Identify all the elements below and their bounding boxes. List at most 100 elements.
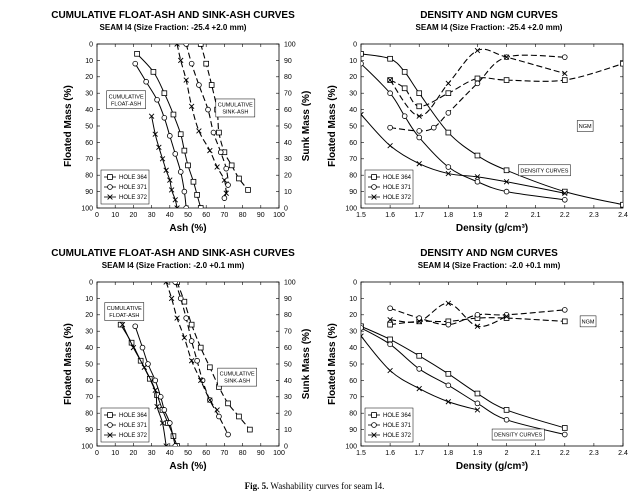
legend-label: HOLE 364 <box>119 413 148 419</box>
data-point-float-hole-371 <box>181 188 188 195</box>
data-point-float-hole-372 <box>168 187 175 193</box>
data-point-ngm-hole-364 <box>401 85 408 92</box>
y-tick-label: 40 <box>349 107 357 114</box>
data-point-float-hole-364 <box>181 147 188 154</box>
data-point-density-hole-371 <box>387 90 393 96</box>
x-tick-label: 1.9 <box>473 450 483 457</box>
legend-marker <box>107 432 113 438</box>
legend-label: HOLE 364 <box>383 175 412 181</box>
data-point-ngm-hole-371 <box>430 124 437 131</box>
data-point-density-hole-364 <box>387 55 393 62</box>
data-point-float-hole-372 <box>174 205 180 208</box>
x-tick-label: 10 <box>111 212 119 219</box>
annotation-box <box>491 428 545 441</box>
data-point-float-hole-372 <box>159 420 166 426</box>
legend-marker <box>107 422 113 428</box>
annotation-text: SINK-ASH <box>222 109 248 115</box>
legend-marker <box>107 184 113 190</box>
y-tick-label: 40 <box>85 345 93 352</box>
chart-title: CUMULATIVE FLOAT-ASH AND SINK-ASH CURVES <box>51 10 295 21</box>
data-point-sink-hole-371 <box>183 315 189 321</box>
data-point-ngm-hole-371 <box>561 54 568 60</box>
y2-tick-label: 50 <box>284 361 292 368</box>
x-tick-label: 30 <box>148 450 156 457</box>
data-point-sink-hole-371 <box>194 357 200 364</box>
data-point-density-hole-364 <box>416 90 423 97</box>
data-point-ngm-hole-371 <box>474 80 481 87</box>
x-tick-label: 40 <box>166 450 174 457</box>
data-point-sink-hole-372 <box>174 44 180 47</box>
data-point-density-hole-371 <box>474 178 481 185</box>
y-tick-label: 10 <box>349 58 357 65</box>
data-point-float-hole-371 <box>132 323 139 330</box>
y-tick-label: 10 <box>349 296 357 303</box>
data-point-density-hole-371 <box>361 325 364 331</box>
data-point-sink-hole-372 <box>214 164 220 170</box>
data-point-density-hole-372 <box>562 190 568 196</box>
data-point-sink-hole-372 <box>196 128 202 134</box>
data-point-density-hole-372 <box>361 111 364 118</box>
annotation-box <box>215 98 256 118</box>
caption-label: Fig. 5. <box>244 481 269 491</box>
y2-tick-label: 20 <box>284 411 292 418</box>
y-tick-label: 40 <box>85 107 93 114</box>
data-point-float-hole-371 <box>152 377 159 384</box>
data-point-ngm-hole-364 <box>416 103 423 110</box>
series-layer <box>117 282 253 446</box>
data-point-sink-hole-371 <box>172 282 179 285</box>
data-point-float-hole-372 <box>148 113 155 119</box>
y-tick-label: 80 <box>85 411 93 418</box>
data-point-float-hole-372 <box>119 321 126 328</box>
data-point-sink-hole-364 <box>236 175 242 182</box>
y2-tick-label: 90 <box>284 296 292 303</box>
legend: HOLE 364 HOLE 371 HOLE 372 <box>100 169 150 205</box>
legend-marker <box>371 174 377 180</box>
data-point-sink-hole-364 <box>197 344 204 351</box>
data-point-density-hole-371 <box>561 431 568 438</box>
data-point-ngm-hole-371 <box>503 311 510 318</box>
data-point-float-hole-372 <box>167 177 173 183</box>
data-point-ngm-hole-364 <box>387 321 393 328</box>
data-point-ngm-hole-371 <box>445 321 452 328</box>
data-point-sink-hole-364 <box>207 364 213 371</box>
y-tick-label: 100 <box>81 205 93 212</box>
annotation-text: CUMULATIVE <box>220 372 255 378</box>
data-point-float-hole-371 <box>157 393 164 400</box>
data-point-density-hole-364 <box>401 69 408 75</box>
y-tick-label: 30 <box>85 91 93 98</box>
data-point-density-hole-372 <box>416 385 422 392</box>
annotation-text: FLOAT-ASH <box>109 313 139 319</box>
y-tick-label: 90 <box>349 189 357 196</box>
data-point-ngm-hole-371 <box>474 311 481 318</box>
data-point-float-hole-371 <box>172 443 179 446</box>
x-tick-label: 60 <box>202 212 210 219</box>
y2-tick-label: 30 <box>284 394 292 401</box>
chart-subtitle: SEAM I4 (Size Fraction: -2.0 +0.1 mm) <box>102 261 245 270</box>
x-tick-label: 2.2 <box>560 450 570 457</box>
data-point-density-hole-372 <box>474 407 481 413</box>
data-point-ngm-hole-372 <box>387 317 393 323</box>
annotation-text: CUMULATIVE <box>109 94 144 100</box>
annotation-box <box>104 302 145 321</box>
annotation-text: CUMULATIVE <box>218 102 253 108</box>
y2-tick-label: 0 <box>284 443 288 450</box>
data-point-sink-hole-372 <box>221 177 228 183</box>
caption-text: Washability curves for seam I4. <box>270 481 385 491</box>
series-layer <box>361 300 568 438</box>
data-point-sink-hole-372 <box>214 407 220 413</box>
y-tick-label: 0 <box>89 279 93 286</box>
y-tick-label: 10 <box>85 296 93 303</box>
legend-label: HOLE 364 <box>119 175 148 181</box>
data-point-float-hole-371 <box>154 96 160 103</box>
chart-subtitle: SEAM I4 (Size Fraction: -25.4 +2.0 mm) <box>416 23 563 32</box>
y-tick-label: 100 <box>345 443 357 450</box>
data-point-ngm-hole-372 <box>416 318 422 325</box>
data-point-sink-hole-371 <box>217 149 224 156</box>
y-tick-label: 90 <box>85 427 93 434</box>
x-tick-label: 2.4 <box>618 212 628 219</box>
y-tick-label: 0 <box>353 279 357 286</box>
legend-marker <box>371 432 377 438</box>
y-tick-label: 20 <box>85 312 93 319</box>
data-point-sink-hole-364 <box>208 82 215 88</box>
data-point-float-hole-364 <box>177 131 184 138</box>
